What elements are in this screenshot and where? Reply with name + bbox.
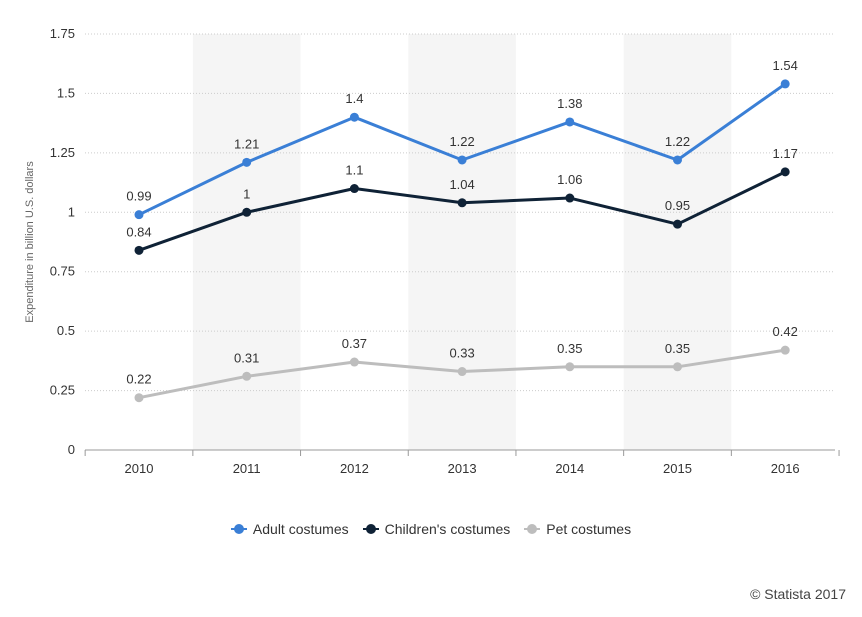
data-label-adult-costumes: 1.38	[557, 96, 582, 111]
data-label-pet-costumes: 0.42	[773, 324, 798, 339]
data-point-adult-costumes	[565, 117, 575, 127]
data-label-adult-costumes: 1.54	[773, 58, 798, 73]
data-point-adult-costumes	[673, 155, 682, 165]
y-tick-label: 1.75	[50, 26, 75, 41]
data-point-pet-costumes	[565, 362, 575, 372]
x-tick-label: 2011	[233, 461, 261, 476]
data-label-pet-costumes: 0.31	[234, 350, 259, 365]
data-point-pet-costumes	[242, 371, 252, 381]
data-point-pet-costumes	[349, 357, 359, 367]
data-point-children-s-costumes	[242, 207, 252, 217]
y-tick-label: 0	[68, 442, 75, 457]
data-label-children-s-costumes: 1.1	[345, 163, 363, 178]
data-label-pet-costumes: 0.22	[126, 372, 151, 387]
legend-marker-icon	[362, 524, 379, 534]
legend-item[interactable]: Pet costumes	[524, 521, 631, 537]
category-band	[192, 34, 301, 450]
y-tick-label: 1	[68, 204, 75, 219]
y-tick-label: 0.75	[50, 264, 75, 279]
data-label-children-s-costumes: 0.95	[665, 198, 690, 213]
x-tick-label: 2010	[125, 461, 154, 476]
legend-label: Adult costumes	[252, 521, 349, 537]
data-label-children-s-costumes: 0.84	[126, 224, 151, 239]
legend-label: Children's costumes	[384, 521, 511, 537]
data-point-children-s-costumes	[349, 184, 359, 194]
x-tick-label: 2012	[340, 461, 369, 476]
data-label-adult-costumes: 1.22	[449, 134, 474, 149]
data-point-adult-costumes	[349, 112, 359, 122]
data-label-pet-costumes: 0.33	[449, 346, 474, 361]
legend-label: Pet costumes	[546, 521, 632, 537]
data-point-pet-costumes	[780, 345, 790, 355]
data-label-adult-costumes: 0.99	[126, 189, 151, 204]
data-label-children-s-costumes: 1	[243, 186, 250, 201]
data-label-children-s-costumes: 1.17	[773, 146, 798, 161]
y-axis-title: Expenditure in billion U.S. dollars	[24, 161, 36, 323]
legend-marker-icon	[524, 524, 541, 534]
x-tick-label: 2016	[771, 461, 800, 476]
data-point-adult-costumes	[134, 210, 144, 220]
data-point-pet-costumes	[457, 367, 467, 377]
data-label-pet-costumes: 0.37	[342, 336, 367, 351]
data-point-children-s-costumes	[565, 193, 575, 203]
data-label-children-s-costumes: 1.04	[449, 177, 474, 192]
data-point-adult-costumes	[780, 79, 790, 89]
y-tick-label: 1.25	[50, 145, 75, 160]
data-point-adult-costumes	[457, 155, 467, 165]
x-tick-label: 2013	[448, 461, 477, 476]
legend-item[interactable]: Adult costumes	[230, 521, 349, 537]
data-label-pet-costumes: 0.35	[557, 341, 582, 356]
y-tick-label: 0.25	[50, 383, 75, 398]
data-point-children-s-costumes	[780, 167, 790, 177]
y-tick-label: 0.5	[57, 323, 75, 338]
data-point-children-s-costumes	[673, 219, 682, 229]
data-point-pet-costumes	[134, 393, 144, 403]
legend-item[interactable]: Children's costumes	[362, 521, 511, 537]
category-band	[623, 34, 732, 450]
data-point-children-s-costumes	[134, 245, 144, 255]
credit: © Statista 2017	[750, 586, 846, 602]
data-label-adult-costumes: 1.22	[665, 134, 690, 149]
data-label-adult-costumes: 1.4	[345, 91, 363, 106]
data-point-children-s-costumes	[457, 198, 467, 208]
category-band	[408, 34, 516, 450]
data-label-pet-costumes: 0.35	[665, 341, 690, 356]
data-label-children-s-costumes: 1.06	[557, 172, 582, 187]
y-tick-label: 1.5	[57, 85, 75, 100]
data-point-adult-costumes	[242, 157, 252, 167]
x-tick-label: 2015	[663, 461, 692, 476]
x-tick-label: 2014	[555, 461, 584, 476]
legend-marker-icon	[230, 524, 247, 534]
data-point-pet-costumes	[673, 362, 682, 372]
legend: Adult costumes Children's costumes Pet cos…	[0, 521, 862, 537]
data-label-adult-costumes: 1.21	[234, 136, 259, 151]
